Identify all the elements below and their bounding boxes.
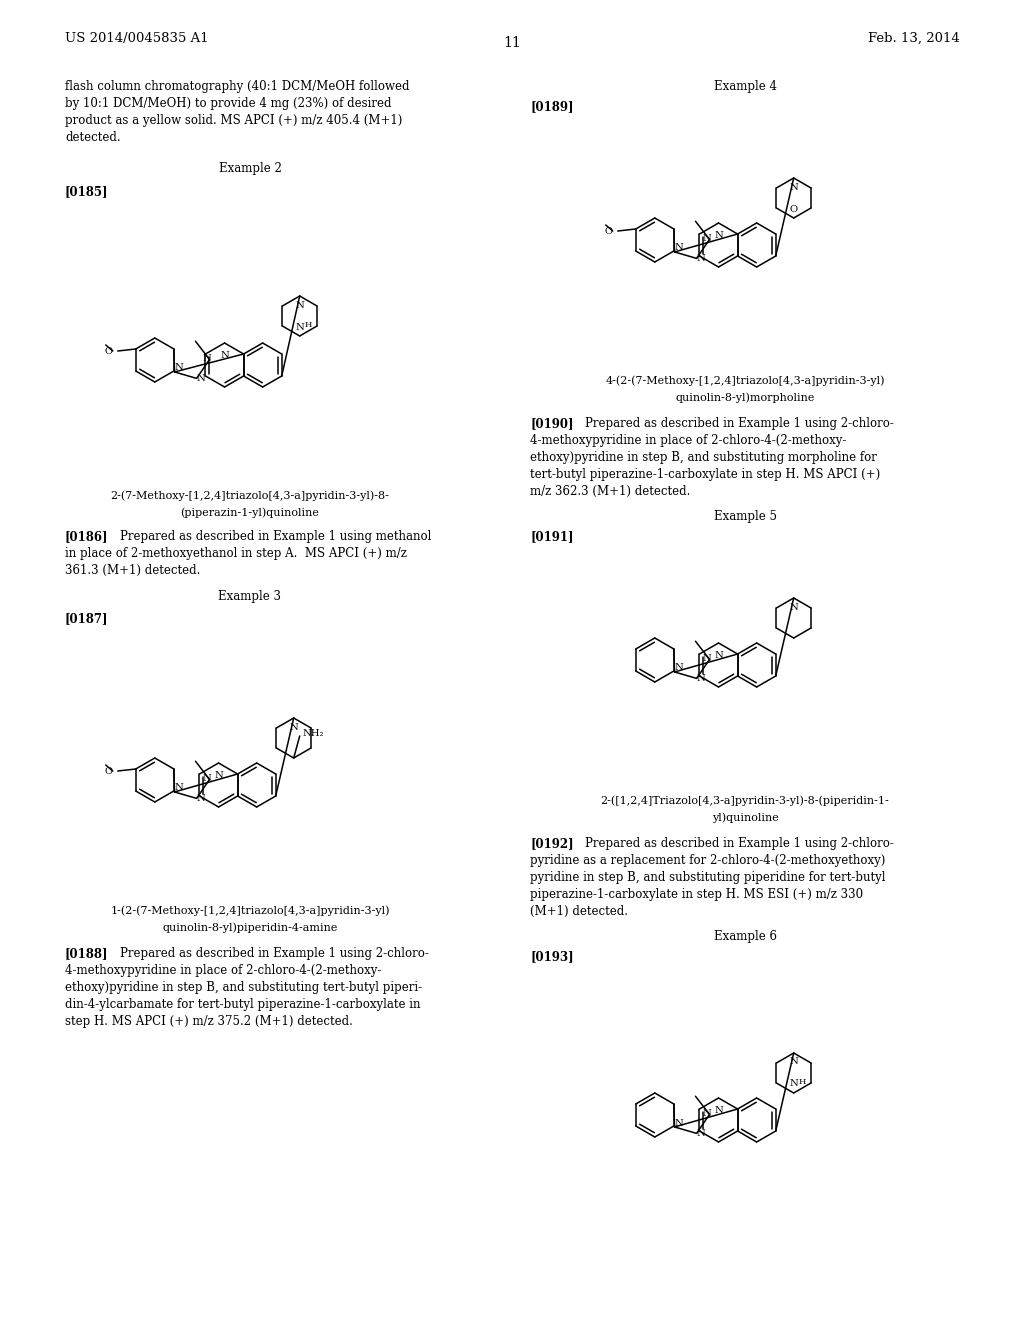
Text: detected.: detected. xyxy=(65,131,121,144)
Text: Example 4: Example 4 xyxy=(714,81,776,92)
Text: [0193]: [0193] xyxy=(530,950,573,964)
Text: din-4-ylcarbamate for tert-butyl piperazine-1-carboxylate in: din-4-ylcarbamate for tert-butyl piperaz… xyxy=(65,998,421,1011)
Text: (piperazin-1-yl)quinoline: (piperazin-1-yl)quinoline xyxy=(180,507,319,517)
Text: flash column chromatography (40:1 DCM/MeOH followed: flash column chromatography (40:1 DCM/Me… xyxy=(65,81,410,92)
Text: N: N xyxy=(696,675,705,682)
Text: O: O xyxy=(605,227,612,235)
Text: N: N xyxy=(675,664,683,672)
Text: Example 3: Example 3 xyxy=(218,590,282,603)
Text: N: N xyxy=(702,234,711,243)
Text: N: N xyxy=(214,771,223,780)
Text: N: N xyxy=(290,722,298,731)
Text: in place of 2-methoxyethanol in step A.  MS APCI (+) m/z: in place of 2-methoxyethanol in step A. … xyxy=(65,546,407,560)
Text: N: N xyxy=(675,1118,683,1127)
Text: N: N xyxy=(696,1129,705,1138)
Text: tert-butyl piperazine-1-carboxylate in step H. MS APCI (+): tert-butyl piperazine-1-carboxylate in s… xyxy=(530,469,881,480)
Text: N: N xyxy=(702,1109,711,1118)
Text: [0186]: [0186] xyxy=(65,531,109,543)
Text: by 10:1 DCM/MeOH) to provide 4 mg (23%) of desired: by 10:1 DCM/MeOH) to provide 4 mg (23%) … xyxy=(65,96,391,110)
Text: (M+1) detected.: (M+1) detected. xyxy=(530,906,628,917)
Text: 11: 11 xyxy=(503,36,521,50)
Text: N: N xyxy=(714,1106,723,1115)
Text: 1-(2-(7-Methoxy-[1,2,4]triazolo[4,3-a]pyridin-3-yl): 1-(2-(7-Methoxy-[1,2,4]triazolo[4,3-a]py… xyxy=(111,906,390,916)
Text: H: H xyxy=(799,1078,806,1086)
Text: piperazine-1-carboxylate in step H. MS ESI (+) m/z 330: piperazine-1-carboxylate in step H. MS E… xyxy=(530,888,863,902)
Text: N: N xyxy=(197,374,205,383)
Text: [0190]: [0190] xyxy=(530,417,573,430)
Text: NH₂: NH₂ xyxy=(303,729,325,738)
Text: N: N xyxy=(790,1080,798,1089)
Text: N: N xyxy=(696,253,705,263)
Text: Example 2: Example 2 xyxy=(218,162,282,176)
Text: step H. MS APCI (+) m/z 375.2 (M+1) detected.: step H. MS APCI (+) m/z 375.2 (M+1) dete… xyxy=(65,1015,353,1028)
Text: N: N xyxy=(174,784,183,792)
Text: Prepared as described in Example 1 using 2-chloro-: Prepared as described in Example 1 using… xyxy=(120,946,429,960)
Text: N: N xyxy=(702,653,711,663)
Text: Prepared as described in Example 1 using 2-chloro-: Prepared as described in Example 1 using… xyxy=(585,837,894,850)
Text: N: N xyxy=(174,363,183,372)
Text: ethoxy)pyridine in step B, and substituting morpholine for: ethoxy)pyridine in step B, and substitut… xyxy=(530,451,877,465)
Text: O: O xyxy=(790,205,798,214)
Text: 4-methoxypyridine in place of 2-chloro-4-(2-methoxy-: 4-methoxypyridine in place of 2-chloro-4… xyxy=(530,434,847,447)
Text: [0191]: [0191] xyxy=(530,531,573,543)
Text: 2-([1,2,4]Triazolo[4,3-a]pyridin-3-yl)-8-(piperidin-1-: 2-([1,2,4]Triazolo[4,3-a]pyridin-3-yl)-8… xyxy=(601,795,890,805)
Text: m/z 362.3 (M+1) detected.: m/z 362.3 (M+1) detected. xyxy=(530,484,690,498)
Text: Prepared as described in Example 1 using methanol: Prepared as described in Example 1 using… xyxy=(120,531,431,543)
Text: 2-(7-Methoxy-[1,2,4]triazolo[4,3-a]pyridin-3-yl)-8-: 2-(7-Methoxy-[1,2,4]triazolo[4,3-a]pyrid… xyxy=(111,490,389,500)
Text: 361.3 (M+1) detected.: 361.3 (M+1) detected. xyxy=(65,564,201,577)
Text: US 2014/0045835 A1: US 2014/0045835 A1 xyxy=(65,32,209,45)
Text: N: N xyxy=(202,774,211,783)
Text: N: N xyxy=(220,351,229,360)
Text: quinolin-8-yl)piperidin-4-amine: quinolin-8-yl)piperidin-4-amine xyxy=(163,921,338,932)
Text: pyridine as a replacement for 2-chloro-4-(2-methoxyethoxy): pyridine as a replacement for 2-chloro-4… xyxy=(530,854,886,867)
Text: pyridine in step B, and substituting piperidine for tert-butyl: pyridine in step B, and substituting pip… xyxy=(530,871,886,884)
Text: [0185]: [0185] xyxy=(65,185,109,198)
Text: Prepared as described in Example 1 using 2-chloro-: Prepared as described in Example 1 using… xyxy=(585,417,894,430)
Text: [0192]: [0192] xyxy=(530,837,573,850)
Text: [0188]: [0188] xyxy=(65,946,109,960)
Text: [0187]: [0187] xyxy=(65,612,109,624)
Text: N: N xyxy=(714,231,723,240)
Text: O: O xyxy=(104,346,113,355)
Text: yl)quinoline: yl)quinoline xyxy=(712,812,778,822)
Text: ethoxy)pyridine in step B, and substituting tert-butyl piperi-: ethoxy)pyridine in step B, and substitut… xyxy=(65,981,422,994)
Text: Example 5: Example 5 xyxy=(714,510,776,523)
Text: N: N xyxy=(675,243,683,252)
Text: O: O xyxy=(104,767,113,776)
Text: Example 6: Example 6 xyxy=(714,931,776,942)
Text: N: N xyxy=(295,301,304,309)
Text: N: N xyxy=(790,1057,798,1067)
Text: product as a yellow solid. MS APCI (+) m/z 405.4 (M+1): product as a yellow solid. MS APCI (+) m… xyxy=(65,114,402,127)
Text: quinolin-8-yl)morpholine: quinolin-8-yl)morpholine xyxy=(675,392,815,403)
Text: Feb. 13, 2014: Feb. 13, 2014 xyxy=(868,32,961,45)
Text: H: H xyxy=(305,321,312,329)
Text: 4-methoxypyridine in place of 2-chloro-4-(2-methoxy-: 4-methoxypyridine in place of 2-chloro-4… xyxy=(65,964,381,977)
Text: N: N xyxy=(197,793,205,803)
Text: N: N xyxy=(714,651,723,660)
Text: [0189]: [0189] xyxy=(530,100,573,114)
Text: N: N xyxy=(202,354,211,363)
Text: N: N xyxy=(790,182,798,191)
Text: N: N xyxy=(790,602,798,611)
Text: N: N xyxy=(295,322,304,331)
Text: 4-(2-(7-Methoxy-[1,2,4]triazolo[4,3-a]pyridin-3-yl): 4-(2-(7-Methoxy-[1,2,4]triazolo[4,3-a]py… xyxy=(605,375,885,385)
